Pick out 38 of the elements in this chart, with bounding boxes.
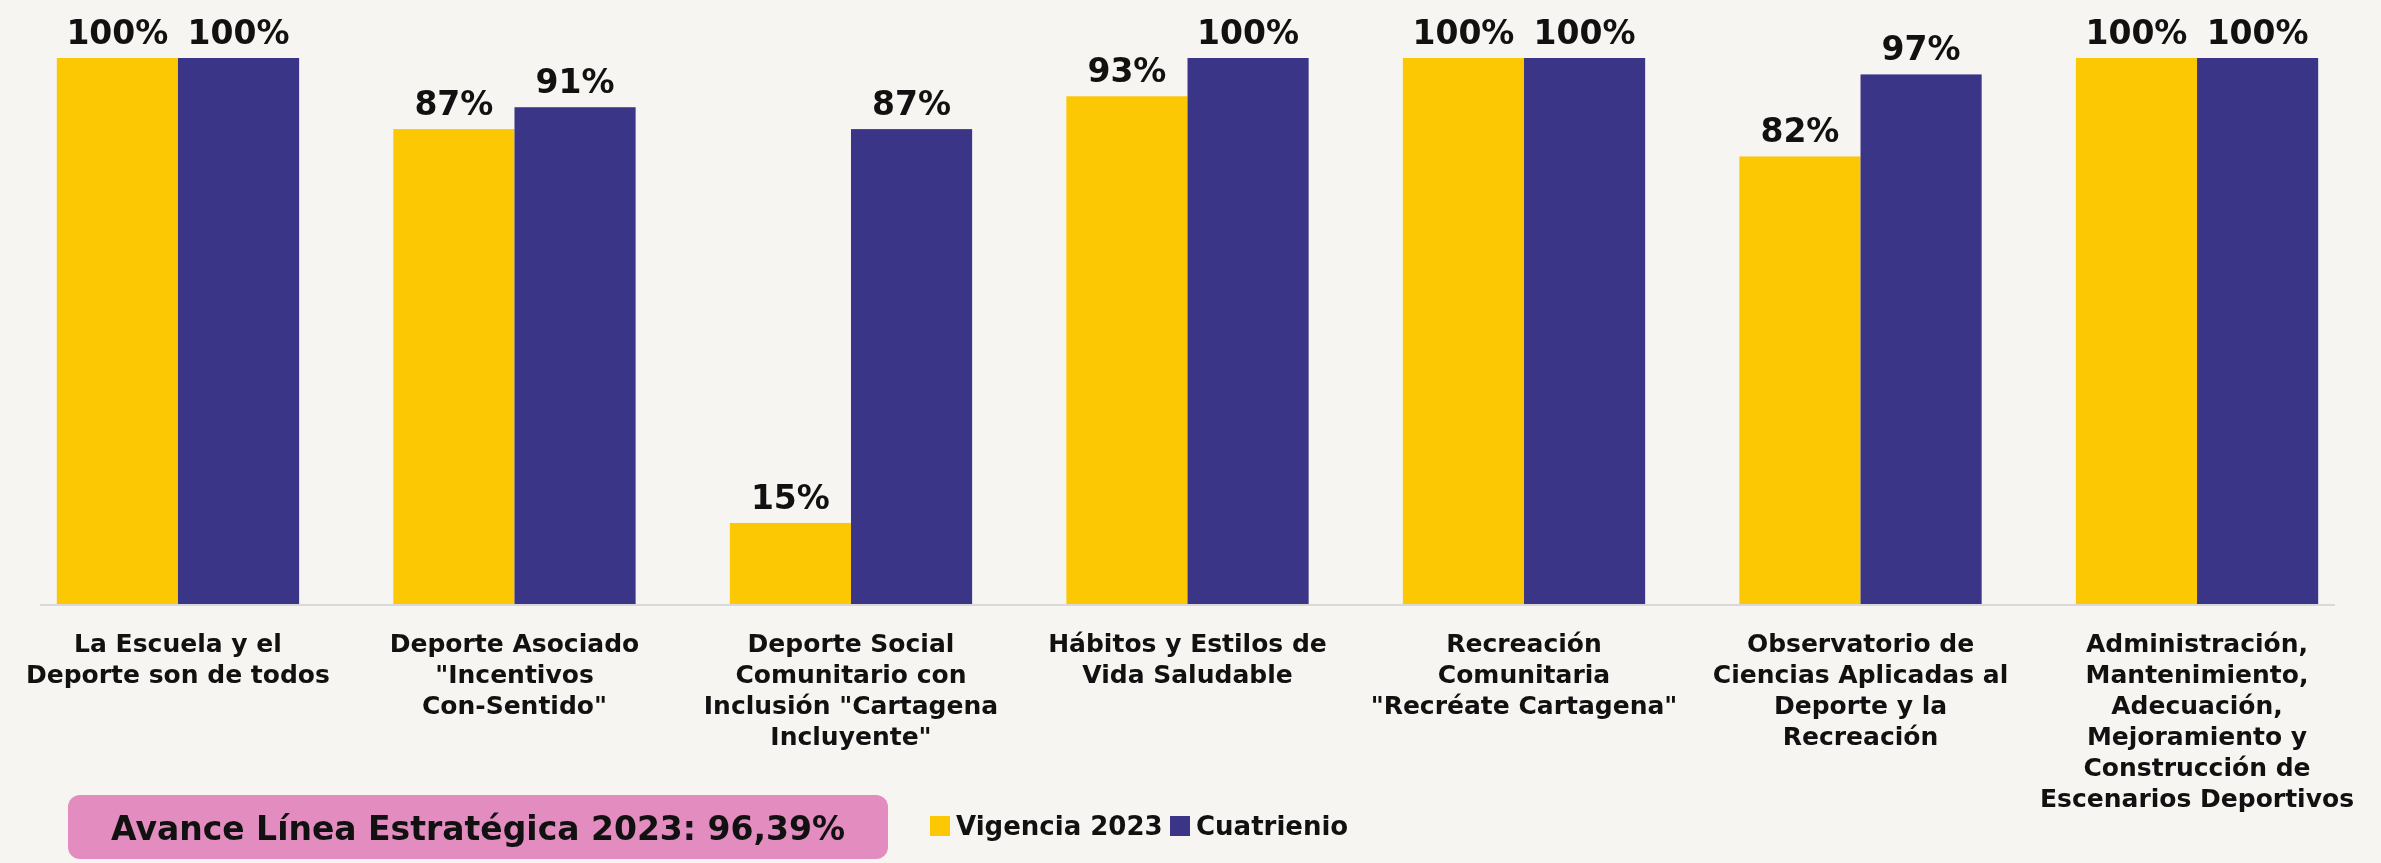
x-tick-label: Observatorio de Ciencias Aplicadas al Deporte y la Recreación	[1712, 629, 2009, 751]
bar	[393, 129, 515, 605]
bar	[2075, 58, 2198, 605]
data-label: 100%	[1412, 13, 1515, 52]
data-label: 100%	[187, 13, 290, 52]
data-label: 82%	[1760, 111, 1840, 151]
data-label: 91%	[535, 62, 615, 102]
legend-label: Cuatrienio	[1196, 811, 1349, 841]
bar	[729, 522, 851, 605]
bar	[1402, 58, 1525, 605]
bar	[850, 129, 973, 605]
bar	[1066, 96, 1188, 605]
data-label: 87%	[872, 84, 952, 124]
bar	[1739, 156, 1861, 605]
x-tick-label: Hábitos y Estilos de Vida Saludable	[1048, 629, 1327, 689]
data-label: 93%	[1087, 51, 1167, 91]
text: Avance Línea Estratégica 2023: 96,39%	[111, 809, 845, 848]
data-label: 15%	[750, 477, 830, 517]
data-label: 100%	[2206, 13, 2309, 52]
x-tick-label: Deporte Asociado "Incentivos Con-Sentido"	[389, 629, 640, 720]
bar	[1860, 74, 1982, 605]
bar	[1524, 58, 1646, 605]
data-label: 100%	[1197, 13, 1300, 52]
x-tick-label: Deporte Social Comunitario con Inclusión "Cartagena Incluyente"	[703, 629, 999, 751]
bar	[1187, 58, 1309, 605]
data-label: 100%	[66, 13, 169, 52]
data-label: 87%	[414, 84, 494, 124]
data-label: 97%	[1881, 29, 1961, 69]
legend-label: Vigencia 2023	[956, 811, 1163, 841]
data-label: 100%	[1533, 13, 1636, 52]
bar	[177, 58, 300, 605]
x-tick-label: Recreación Comunitaria "Recréate Cartagena"	[1370, 629, 1678, 720]
bar	[2197, 58, 2319, 605]
bar	[56, 58, 178, 605]
bar	[514, 107, 636, 605]
x-tick-label: La Escuela y el Deporte son de todos	[26, 629, 330, 689]
x-tick-label: Administración, Mantenimiento, Adecuación, Mejoramiento y Construcción de Escenarios Deportivos	[2040, 629, 2355, 813]
data-label: 100%	[2085, 13, 2188, 52]
